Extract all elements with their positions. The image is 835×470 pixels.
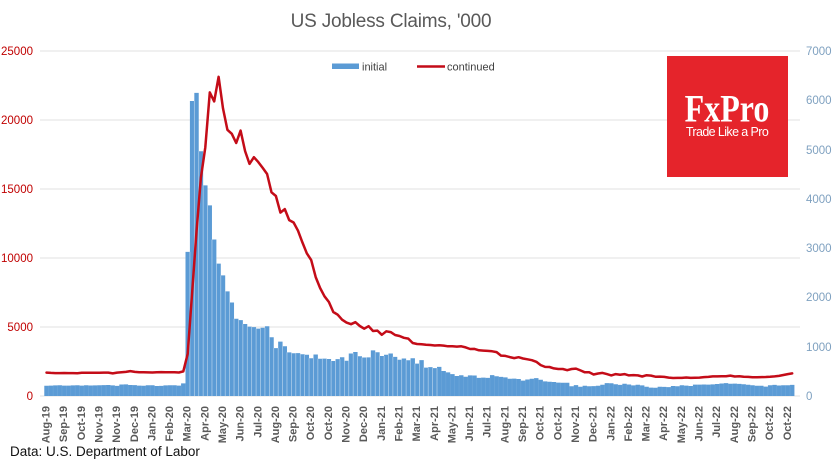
svg-text:15000: 15000 — [1, 184, 33, 196]
svg-text:0: 0 — [806, 391, 812, 403]
svg-text:Dec-21: Dec-21 — [588, 406, 600, 442]
svg-text:Apr-20: Apr-20 — [199, 406, 211, 441]
svg-text:Jun-22: Jun-22 — [694, 406, 706, 441]
svg-text:3000: 3000 — [806, 243, 832, 255]
svg-text:Aug-20: Aug-20 — [270, 406, 282, 443]
svg-text:Jan-22: Jan-22 — [605, 406, 617, 441]
svg-text:6000: 6000 — [806, 95, 832, 107]
svg-text:Oct-21: Oct-21 — [552, 406, 564, 440]
svg-text:Jul-22: Jul-22 — [711, 406, 723, 438]
svg-text:10000: 10000 — [1, 253, 33, 265]
svg-text:Data: U.S. Department of Labor: Data: U.S. Department of Labor — [10, 444, 200, 459]
svg-text:Jun-21: Jun-21 — [464, 406, 476, 441]
svg-text:Mar-21: Mar-21 — [411, 406, 423, 441]
svg-text:4000: 4000 — [806, 194, 832, 206]
svg-text:Nov-21: Nov-21 — [570, 406, 582, 443]
svg-text:Sep-22: Sep-22 — [747, 406, 759, 442]
svg-text:Oct-22: Oct-22 — [764, 406, 776, 440]
svg-text:May-20: May-20 — [217, 406, 229, 443]
svg-text:Aug-21: Aug-21 — [499, 406, 511, 443]
svg-text:2000: 2000 — [806, 292, 832, 304]
svg-text:May-22: May-22 — [676, 406, 688, 443]
svg-text:Jul-20: Jul-20 — [252, 406, 264, 438]
svg-text:Jan-20: Jan-20 — [146, 406, 158, 441]
svg-text:FxPro: FxPro — [685, 87, 770, 131]
svg-text:Oct-20: Oct-20 — [305, 406, 317, 440]
svg-text:Apr-21: Apr-21 — [429, 406, 441, 441]
svg-text:Feb-21: Feb-21 — [394, 406, 406, 441]
svg-text:Oct-19: Oct-19 — [76, 406, 88, 440]
svg-text:continued: continued — [447, 62, 495, 74]
svg-text:Trade Like a Pro: Trade Like a Pro — [686, 125, 769, 139]
svg-text:Jul-21: Jul-21 — [482, 406, 494, 438]
svg-text:Oct-20: Oct-20 — [323, 406, 335, 440]
svg-text:Nov-19: Nov-19 — [111, 406, 123, 443]
svg-text:0: 0 — [27, 391, 33, 403]
svg-text:initial: initial — [362, 62, 387, 74]
svg-text:Mar-20: Mar-20 — [182, 406, 194, 441]
svg-text:Aug-19: Aug-19 — [41, 406, 53, 443]
svg-text:5000: 5000 — [7, 322, 33, 334]
svg-text:Nov-20: Nov-20 — [341, 406, 353, 443]
svg-text:Mar-22: Mar-22 — [641, 406, 653, 441]
svg-text:Dec-19: Dec-19 — [129, 406, 141, 442]
svg-text:Feb-20: Feb-20 — [164, 406, 176, 441]
svg-text:Sep-19: Sep-19 — [58, 406, 70, 442]
svg-text:US Jobless Claims, '000: US Jobless Claims, '000 — [291, 11, 492, 32]
svg-text:Oct-21: Oct-21 — [535, 406, 547, 440]
svg-text:Dec-20: Dec-20 — [358, 406, 370, 442]
svg-text:Jan-21: Jan-21 — [376, 406, 388, 441]
svg-text:Sep-21: Sep-21 — [517, 406, 529, 442]
svg-text:May-21: May-21 — [446, 406, 458, 443]
svg-text:Oct-22: Oct-22 — [782, 406, 794, 440]
svg-text:7000: 7000 — [806, 46, 832, 58]
svg-text:Nov-19: Nov-19 — [93, 406, 105, 443]
svg-text:Apr-22: Apr-22 — [658, 406, 670, 441]
svg-text:Jun-20: Jun-20 — [235, 406, 247, 441]
svg-text:25000: 25000 — [1, 46, 33, 58]
svg-text:Aug-22: Aug-22 — [729, 406, 741, 443]
svg-text:1000: 1000 — [806, 342, 832, 354]
svg-text:Sep-20: Sep-20 — [288, 406, 300, 442]
svg-text:20000: 20000 — [1, 115, 33, 127]
svg-text:5000: 5000 — [806, 145, 832, 157]
svg-text:Feb-22: Feb-22 — [623, 406, 635, 441]
